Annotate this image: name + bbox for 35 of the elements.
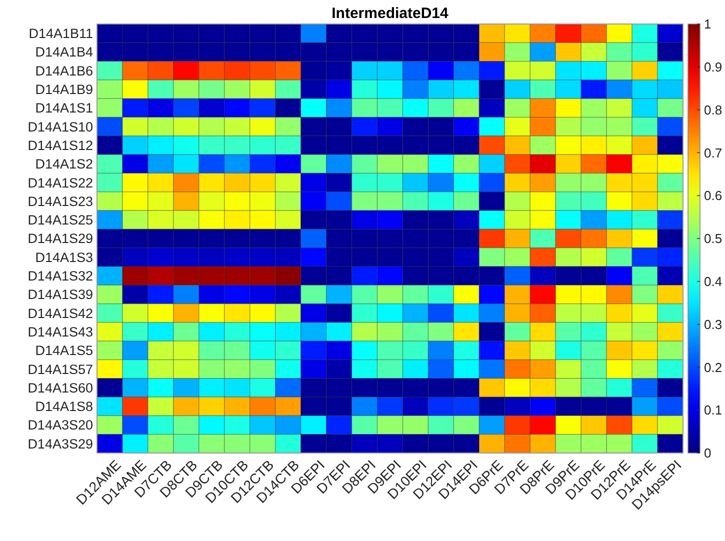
color-bar-label: 0.5 — [704, 231, 722, 246]
y-tick-label: D14A1S57 — [28, 362, 93, 377]
color-bar-label: 0.9 — [704, 59, 722, 74]
y-tick-label: D14A1S10 — [28, 119, 93, 134]
y-tick-label: D14A3S20 — [28, 418, 93, 433]
color-bar-label: 0 — [704, 446, 712, 461]
y-tick-label: D14A1S1 — [35, 100, 93, 116]
y-tick-label: D14A1B9 — [35, 82, 93, 98]
color-bar-label: 0.1 — [704, 402, 722, 418]
y-tick-label: D14A1S3 — [35, 250, 93, 265]
y-tick-label: D14A1S8 — [35, 399, 93, 414]
y-tick-label: D14A1S29 — [28, 231, 93, 246]
color-bar-label: 1 — [704, 16, 712, 32]
y-tick-label: D14A1S23 — [28, 194, 93, 209]
y-tick-label: D14A1S12 — [28, 138, 93, 153]
y-tick-label: D14A1B4 — [35, 44, 94, 60]
color-bar-label: 0.3 — [704, 316, 722, 332]
y-tick-label: D14A1S22 — [28, 175, 93, 190]
y-tick-label: D14A3S29 — [28, 436, 93, 452]
y-tick-label: D14A1S42 — [28, 306, 93, 321]
color-bar-label: 0.8 — [704, 102, 722, 118]
color-bar-label: 0.7 — [704, 145, 722, 160]
color-bar-label: 0.6 — [704, 188, 722, 204]
color-bar-label: 0.2 — [704, 360, 722, 375]
y-tick-label: D14A1S32 — [28, 268, 93, 284]
y-tick-label: D14A1B6 — [35, 63, 93, 78]
y-tick-label: D14A1B11 — [28, 26, 93, 42]
color-bar-label: 0.4 — [704, 274, 722, 289]
y-tick-label: D14A1S39 — [28, 287, 93, 302]
y-tick-label: D14A1S5 — [35, 343, 93, 358]
y-tick-label: D14A1S60 — [28, 380, 93, 396]
y-tick-label: D14A1S2 — [35, 156, 93, 172]
y-tick-label: D14A1S25 — [28, 212, 93, 228]
y-tick-label: D14A1S43 — [28, 324, 93, 340]
chart-title: IntermediateD14 — [332, 5, 450, 22]
